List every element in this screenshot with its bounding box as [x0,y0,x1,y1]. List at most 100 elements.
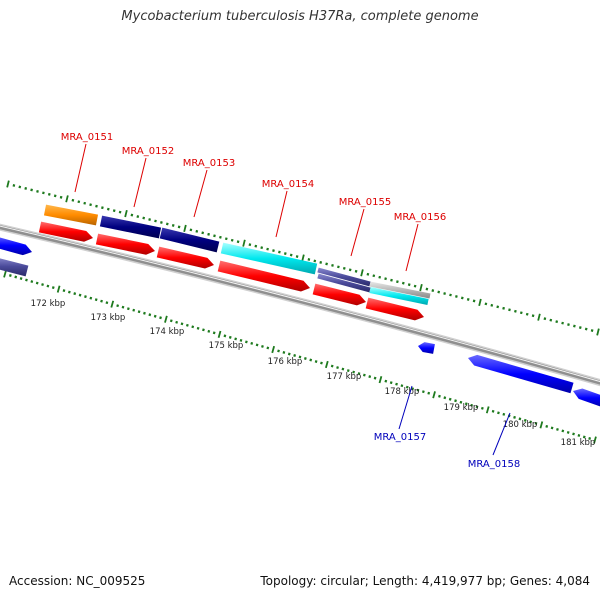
gene-label[interactable]: MRA_0158 [468,459,520,470]
inner-tick-mark [30,280,34,283]
gene-label[interactable]: MRA_0156 [394,212,446,223]
inner-tick-mark [185,323,189,327]
gene-feature-edge-left[interactable] [0,257,29,277]
inner-tick-mark [572,432,575,436]
gene-label-leader [133,157,147,208]
inner-tick-mark [78,293,82,297]
inner-tick-mark [464,402,468,406]
gene-label[interactable]: MRA_0157 [374,432,426,443]
gene-arrow-mra-0156[interactable] [365,297,424,321]
inner-tick-mark [309,358,313,362]
gene-feature-mra-0154-class[interactable] [220,242,318,275]
inner-tick-mark [3,270,7,278]
inner-tick-mark [293,354,297,357]
inner-tick-mark [566,431,570,434]
outer-tick-mark [136,215,140,218]
outer-tick-mark [207,232,210,236]
inner-tick-mark [244,340,248,344]
gene-arrow-mra-0158[interactable] [468,354,574,394]
gene-arrow-edge-left[interactable] [0,236,32,256]
inner-tick-mark [314,360,318,363]
outer-tick-mark [472,299,476,303]
gene-arrow-mra-0152[interactable] [95,233,155,255]
inner-tick-mark [110,300,115,308]
outer-tick-mark [42,191,45,195]
inner-tick-mark [438,394,441,398]
gene-feature-mra-0156-class-b[interactable] [369,287,429,305]
inner-tick-mark [459,400,463,404]
inner-tick-mark [421,390,425,394]
outer-tick-mark [101,206,104,210]
outer-tick-mark [484,302,488,306]
inner-tick-mark [191,325,195,329]
scale-label: 181 kbp [561,438,596,448]
inner-tick-mark [84,295,87,299]
inner-tick-mark [395,382,398,386]
outer-tick-mark [6,180,10,188]
gene-feature-mra-0155-class-b[interactable] [317,273,371,293]
outer-tick-mark [112,209,116,213]
gene-arrow-mra-0157[interactable] [418,342,435,354]
outer-tick-mark [195,229,199,233]
gene-feature-mra-0152-class[interactable] [99,215,162,239]
gene-feature-mra-0153-class[interactable] [159,227,220,253]
inner-tick-mark [271,345,275,354]
scale-label: 175 kbp [209,341,244,351]
gene-label[interactable]: MRA_0155 [339,197,391,208]
outer-tick-mark [295,255,299,258]
outer-tick-mark [342,266,346,270]
gene-label[interactable]: MRA_0154 [262,179,314,190]
inner-tick-mark [255,343,259,347]
gene-feature-mra-0156-class-a[interactable] [369,281,431,299]
inner-tick-mark [470,403,474,407]
inner-tick-mark [475,405,479,409]
scale-label: 180 kbp [503,420,538,430]
gene-label[interactable]: MRA_0152 [122,146,174,157]
gene-label-leader [405,223,419,272]
inner-tick-mark [73,292,77,296]
inner-tick-mark [19,277,23,280]
outer-tick-mark [549,318,553,322]
gene-label[interactable]: MRA_0153 [183,158,235,169]
outer-tick-mark [508,308,511,312]
inner-tick-mark [389,381,393,385]
inner-tick-mark [539,421,544,429]
gene-arrow-edge-right[interactable] [573,388,600,407]
outer-tick-mark [478,298,482,307]
outer-tick-mark [59,195,63,199]
inner-tick-mark [427,391,431,395]
gene-arrow-mra-0155[interactable] [312,283,366,306]
outer-tick-mark [171,224,175,227]
outer-tick-mark [189,228,193,232]
outer-tick-mark [396,280,399,284]
outer-tick-mark [124,209,128,218]
inner-tick-mark [513,415,516,419]
gene-feature-mra-0155-class-a[interactable] [317,267,371,287]
outer-tick-mark [213,234,216,238]
scale-label: 177 kbp [327,372,362,382]
inner-tick-mark [51,286,55,290]
inner-tick-mark [137,310,141,314]
outer-tick-mark [561,321,564,325]
outer-tick-mark [30,188,33,192]
outer-tick-mark [77,200,81,204]
outer-tick-mark [266,247,269,251]
gene-feature-mra-0151-class[interactable] [43,204,99,226]
outer-tick-mark [460,296,464,300]
outer-tick-mark [53,194,57,198]
inner-tick-mark [282,351,286,354]
outer-tick-mark [242,239,246,247]
inner-tick-mark [561,429,565,433]
outer-tick-mark [183,224,187,233]
outer-tick-mark [319,261,323,264]
inner-tick-mark [287,352,291,356]
inner-tick-mark [148,313,152,317]
inner-tick-mark [588,437,592,440]
inner-tick-mark [357,372,361,376]
gene-arrow-mra-0151[interactable] [38,221,93,242]
gene-label[interactable]: MRA_0151 [61,132,113,143]
gene-arrow-mra-0154[interactable] [217,260,310,292]
outer-tick-mark [360,269,364,277]
outer-tick-mark [525,312,529,316]
gene-arrow-mra-0153[interactable] [156,246,214,269]
